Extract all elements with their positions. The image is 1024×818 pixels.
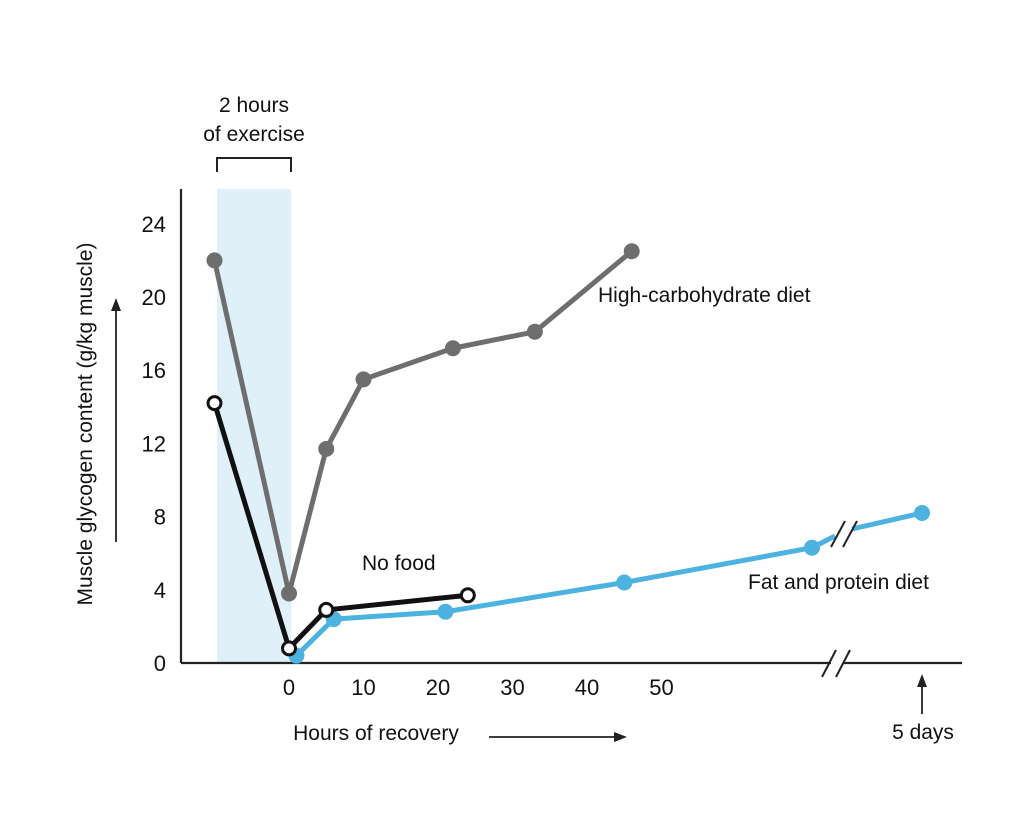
break-stroke [842,520,858,548]
exercise-label-line1: 2 hours [219,94,289,117]
exercise-label-line2: of exercise [203,123,305,146]
y-tick-label: 4 [154,578,166,603]
x-tick-label: 30 [500,675,524,700]
series-break-mark [830,520,858,548]
x-axis-arrow [489,732,627,742]
data-point [616,574,633,591]
y-axis-label: Muscle glycogen content (g/kg muscle) [74,243,97,606]
break-stroke [830,520,846,548]
data-point [281,640,297,657]
data-point [804,539,820,556]
x-tick-label: 10 [351,675,375,700]
five-days-arrow [917,674,927,714]
data-point [459,587,476,604]
series-fat-and-protein-diet [288,504,930,664]
data-point [281,585,297,602]
series-high-carbohydrate-diet [206,243,640,602]
data-point [914,504,930,521]
data-point [623,243,640,260]
x-axis-break-mark [821,649,851,678]
series-no-food [206,395,476,657]
y-tick-label: 24 [142,212,166,237]
y-tick-label: 8 [154,505,166,530]
y-tick-label: 20 [142,285,166,310]
data-point [437,603,454,620]
y-tick-label: 12 [142,431,166,456]
data-point [526,323,543,340]
data-point [206,252,223,269]
y-tick-label: 16 [142,358,166,383]
y-tick-label: 0 [154,651,166,676]
x-tick-label: 0 [283,675,295,700]
series-label-high-carbohydrate: High-carbohydrate diet [598,284,811,307]
series-label-fat-protein: Fat and protein diet [748,571,929,594]
data-point [206,395,223,412]
x-tick-label: 40 [575,675,599,700]
five-days-label: 5 days [892,721,954,744]
data-point [318,440,335,457]
series-line-segment [851,510,923,532]
x-tick-label: 20 [426,675,450,700]
series-label-no-food: No food [362,552,436,575]
x-axis-label: Hours of recovery [293,722,459,745]
data-point [355,371,372,388]
series-line [212,402,469,651]
x-tick-label: 50 [649,675,673,700]
y-axis-arrow [111,298,121,542]
data-point [318,601,335,618]
exercise-bracket [216,157,292,172]
data-point [444,340,461,357]
